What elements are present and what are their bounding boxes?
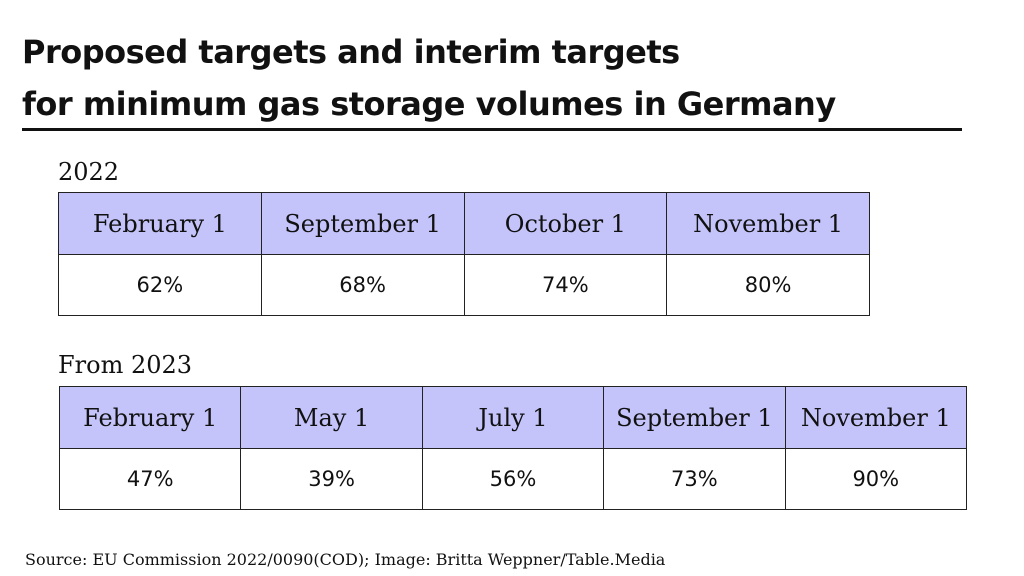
value-row: 62% 68% 74% 80% [58, 254, 870, 316]
title-underline [22, 128, 962, 131]
column-header: November 1 [666, 192, 870, 255]
targets-table-2023: February 1 May 1 July 1 September 1 Nove… [58, 386, 968, 510]
section-label-2022: 2022 [58, 158, 120, 186]
value-cell: 56% [421, 448, 605, 510]
value-cell: 47% [58, 448, 242, 510]
column-header: July 1 [421, 386, 605, 449]
value-cell: 68% [260, 254, 465, 316]
value-cell: 74% [463, 254, 668, 316]
value-row: 47% 39% 56% 73% 90% [58, 448, 968, 510]
header-row: February 1 September 1 October 1 Novembe… [58, 192, 870, 255]
column-header: February 1 [58, 192, 262, 255]
section-label-2023: From 2023 [58, 351, 193, 379]
column-header: September 1 [260, 192, 465, 255]
value-cell: 80% [666, 254, 870, 316]
column-header: November 1 [784, 386, 968, 449]
value-cell: 39% [240, 448, 423, 510]
title-line-2: for minimum gas storage volumes in Germa… [22, 85, 836, 123]
column-header: February 1 [58, 386, 242, 449]
title-line-1: Proposed targets and interim targets [22, 33, 680, 71]
header-row: February 1 May 1 July 1 September 1 Nove… [58, 386, 968, 449]
value-cell: 62% [58, 254, 262, 316]
chart-title: Proposed targets and interim targets for… [22, 26, 962, 130]
column-header: October 1 [463, 192, 668, 255]
value-cell: 73% [603, 448, 786, 510]
value-cell: 90% [784, 448, 968, 510]
source-note: Source: EU Commission 2022/0090(COD); Im… [25, 550, 666, 569]
targets-table-2022: February 1 September 1 October 1 Novembe… [58, 192, 870, 316]
column-header: May 1 [240, 386, 423, 449]
column-header: September 1 [603, 386, 786, 449]
